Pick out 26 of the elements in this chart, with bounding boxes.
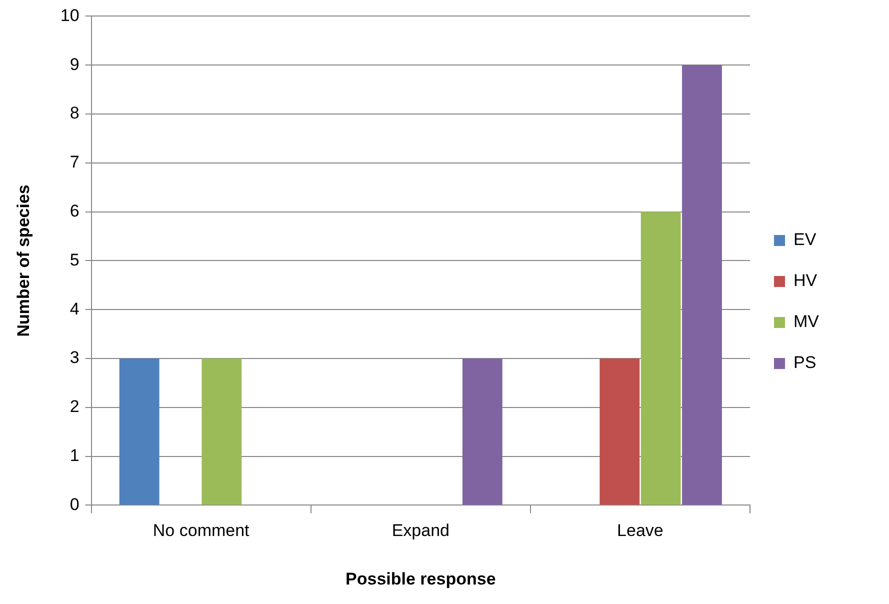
- y-tick-label: 7: [70, 152, 80, 172]
- bar: [119, 358, 160, 505]
- y-tick-label: 9: [70, 54, 80, 74]
- legend-label: EV: [794, 230, 817, 250]
- y-tick-label: 6: [70, 201, 80, 220]
- legend-label: HV: [794, 271, 818, 290]
- x-axis-title: Possible response: [346, 569, 496, 588]
- x-tick-label: Leave: [617, 521, 664, 540]
- legend-label: PS: [794, 353, 816, 372]
- y-tick-label: 8: [70, 104, 80, 123]
- bar: [640, 212, 681, 505]
- y-tick-label: 3: [70, 348, 80, 368]
- y-tick-label: 5: [70, 250, 80, 270]
- y-tick-label: 0: [70, 494, 80, 514]
- bar: [600, 358, 640, 505]
- x-tick-label: Expand: [392, 521, 450, 540]
- bar: [202, 358, 242, 505]
- y-tick-label: 2: [70, 397, 80, 416]
- bar: [462, 358, 502, 505]
- y-axis-title: Number of species: [14, 184, 33, 337]
- y-tick-label: 10: [60, 6, 80, 25]
- y-tick-label: 4: [70, 299, 80, 318]
- x-tick-label: No comment: [152, 521, 250, 540]
- legend-label: MV: [794, 312, 820, 332]
- y-tick-label: 1: [70, 446, 80, 465]
- bar: [682, 65, 722, 505]
